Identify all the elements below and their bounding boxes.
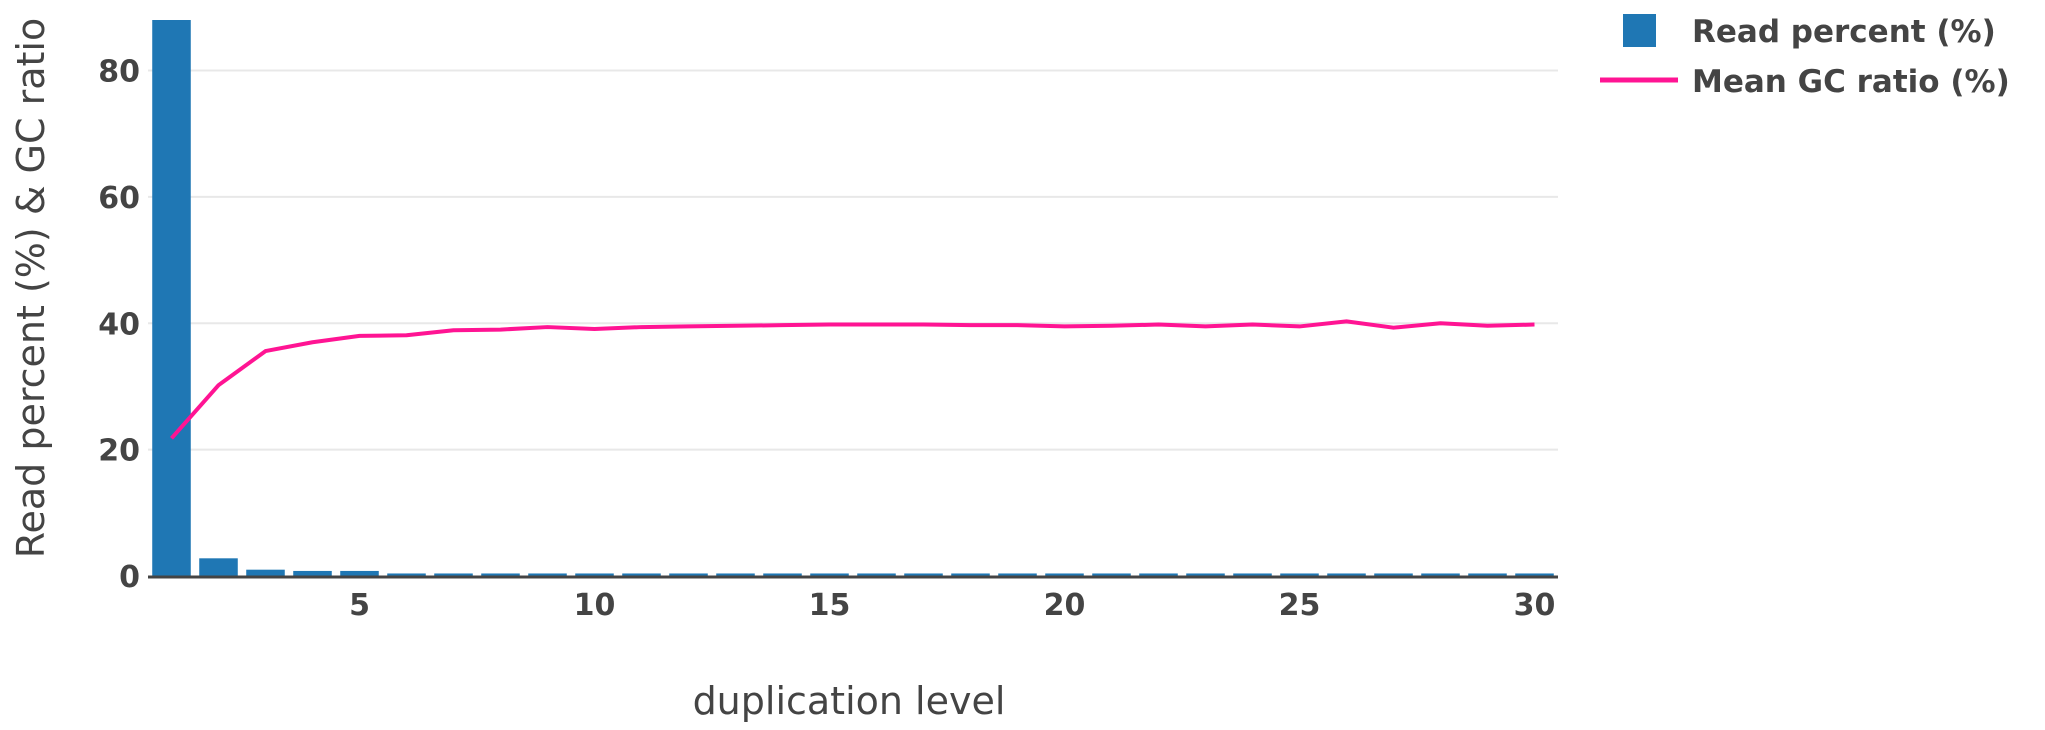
x-tick-label: 20: [1044, 588, 1086, 623]
legend-label-read-percent: Read percent (%): [1692, 14, 1996, 50]
bar[interactable]: [1515, 573, 1554, 576]
bar[interactable]: [998, 573, 1037, 576]
y-tick-label: 0: [119, 560, 140, 595]
bar[interactable]: [1092, 573, 1131, 576]
y-axis-title: Read percent (%) & GC ratio: [9, 18, 53, 558]
bar[interactable]: [857, 573, 896, 576]
bar[interactable]: [1280, 573, 1319, 576]
bar[interactable]: [293, 570, 332, 576]
y-tick-label: 40: [98, 307, 140, 342]
legend-item-read-percent[interactable]: Read percent (%): [1623, 14, 1996, 50]
bar[interactable]: [904, 573, 943, 576]
y-tick-labels: 0 20 40 60 80: [98, 55, 140, 595]
y-tick-label: 60: [98, 181, 140, 216]
x-tick-label: 15: [809, 588, 851, 623]
bar[interactable]: [1468, 573, 1507, 576]
y-tick-label: 20: [98, 434, 140, 469]
bar[interactable]: [246, 569, 285, 576]
bar[interactable]: [575, 573, 614, 576]
bar[interactable]: [1186, 573, 1225, 576]
read-percent-bars: [152, 20, 1554, 576]
bar[interactable]: [387, 573, 426, 576]
bar[interactable]: [1139, 573, 1178, 576]
bar[interactable]: [199, 558, 238, 576]
bar[interactable]: [1045, 573, 1084, 576]
legend-label-gc-ratio: Mean GC ratio (%): [1692, 64, 2010, 100]
bar[interactable]: [434, 573, 473, 576]
bar[interactable]: [669, 573, 708, 576]
y-tick-label: 80: [98, 55, 140, 90]
x-axis-title: duplication level: [693, 679, 1006, 723]
x-tick-label: 5: [349, 588, 370, 623]
bar[interactable]: [1374, 573, 1413, 576]
bar[interactable]: [1421, 573, 1460, 576]
legend-item-gc-ratio[interactable]: Mean GC ratio (%): [1600, 64, 2010, 100]
bar[interactable]: [340, 570, 379, 576]
legend-swatch-bar: [1623, 14, 1656, 47]
x-tick-labels: 5 10 15 20 25 30: [349, 588, 1555, 623]
legend[interactable]: Read percent (%) Mean GC ratio (%): [1600, 14, 2010, 100]
x-tick-label: 25: [1279, 588, 1321, 623]
bar[interactable]: [951, 573, 990, 576]
bar[interactable]: [622, 573, 661, 576]
bar[interactable]: [763, 573, 802, 576]
gc-ratio-line[interactable]: [170, 319, 1535, 440]
bar[interactable]: [1327, 573, 1366, 576]
x-tick-label: 30: [1514, 588, 1556, 623]
bar[interactable]: [152, 20, 191, 576]
gc-ratio-line-group: [170, 319, 1535, 440]
bar[interactable]: [481, 573, 520, 576]
gridlines: [148, 69, 1558, 451]
bar[interactable]: [528, 573, 567, 576]
bar[interactable]: [716, 573, 755, 576]
bar[interactable]: [810, 573, 849, 576]
bar[interactable]: [1233, 573, 1272, 576]
x-tick-label: 10: [574, 588, 616, 623]
